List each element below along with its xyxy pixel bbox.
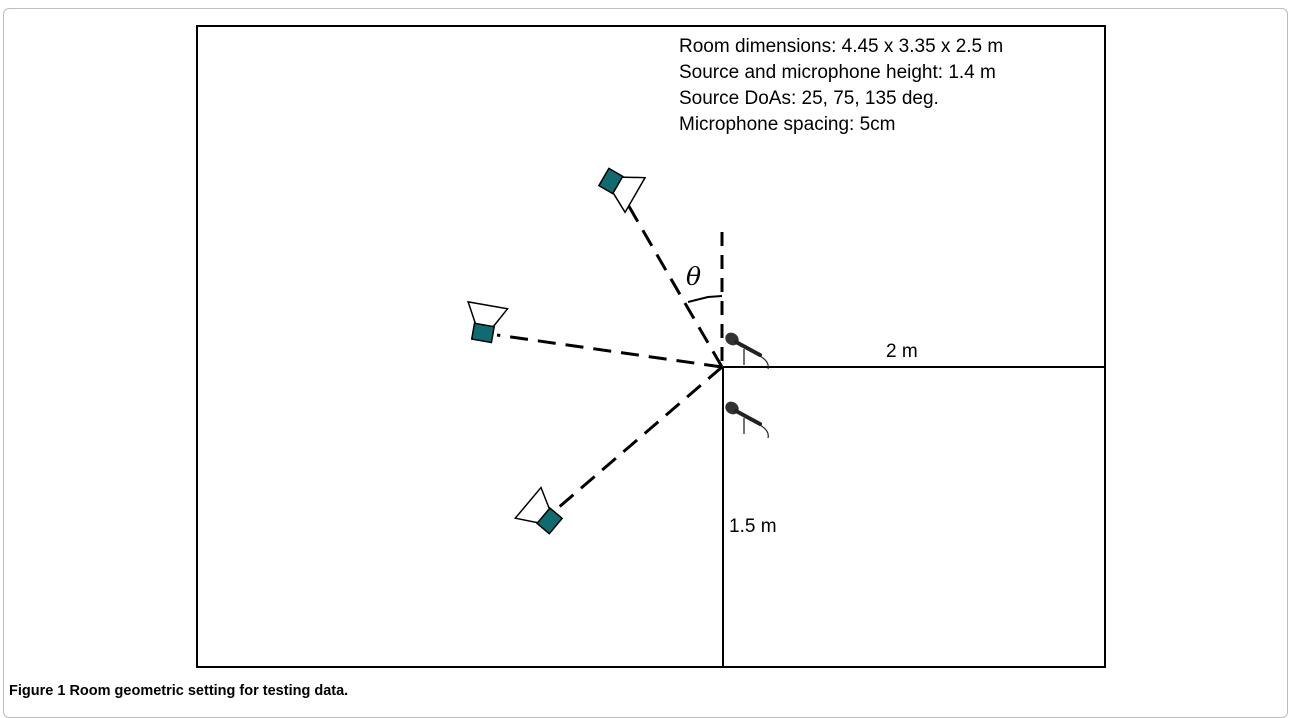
speaker-icon: [513, 486, 564, 535]
caption-text: Room geometric setting for testing data.: [69, 683, 349, 699]
speaker-icon: [597, 167, 647, 214]
source-line-3: [557, 365, 723, 510]
microphone-icon: [725, 401, 769, 439]
source-line-2: [496, 333, 723, 369]
figure-caption: Figure 1 Room geometric setting for test…: [9, 683, 348, 699]
caption-label: Figure 1: [9, 683, 66, 699]
x-distance-label: 2 m: [886, 341, 918, 362]
info-height: Source and microphone height: 1.4 m: [679, 62, 996, 83]
info-room-dimensions: Room dimensions: 4.45 x 3.35 x 2.5 m: [679, 36, 1004, 57]
theta-label: θ: [686, 262, 702, 291]
room-outline: [196, 25, 1106, 668]
info-source-doas: Source DoAs: 25, 75, 135 deg.: [679, 88, 939, 109]
info-mic-spacing: Microphone spacing: 5cm: [679, 114, 896, 135]
microphone-icon: [725, 332, 769, 370]
room-info: Room dimensions: 4.45 x 3.35 x 2.5 m Sou…: [679, 34, 1003, 138]
speaker-icon: [467, 300, 509, 344]
angle-arc: [687, 295, 723, 303]
source-line-1: [625, 202, 724, 368]
y-distance-label: 1.5 m: [729, 516, 777, 537]
